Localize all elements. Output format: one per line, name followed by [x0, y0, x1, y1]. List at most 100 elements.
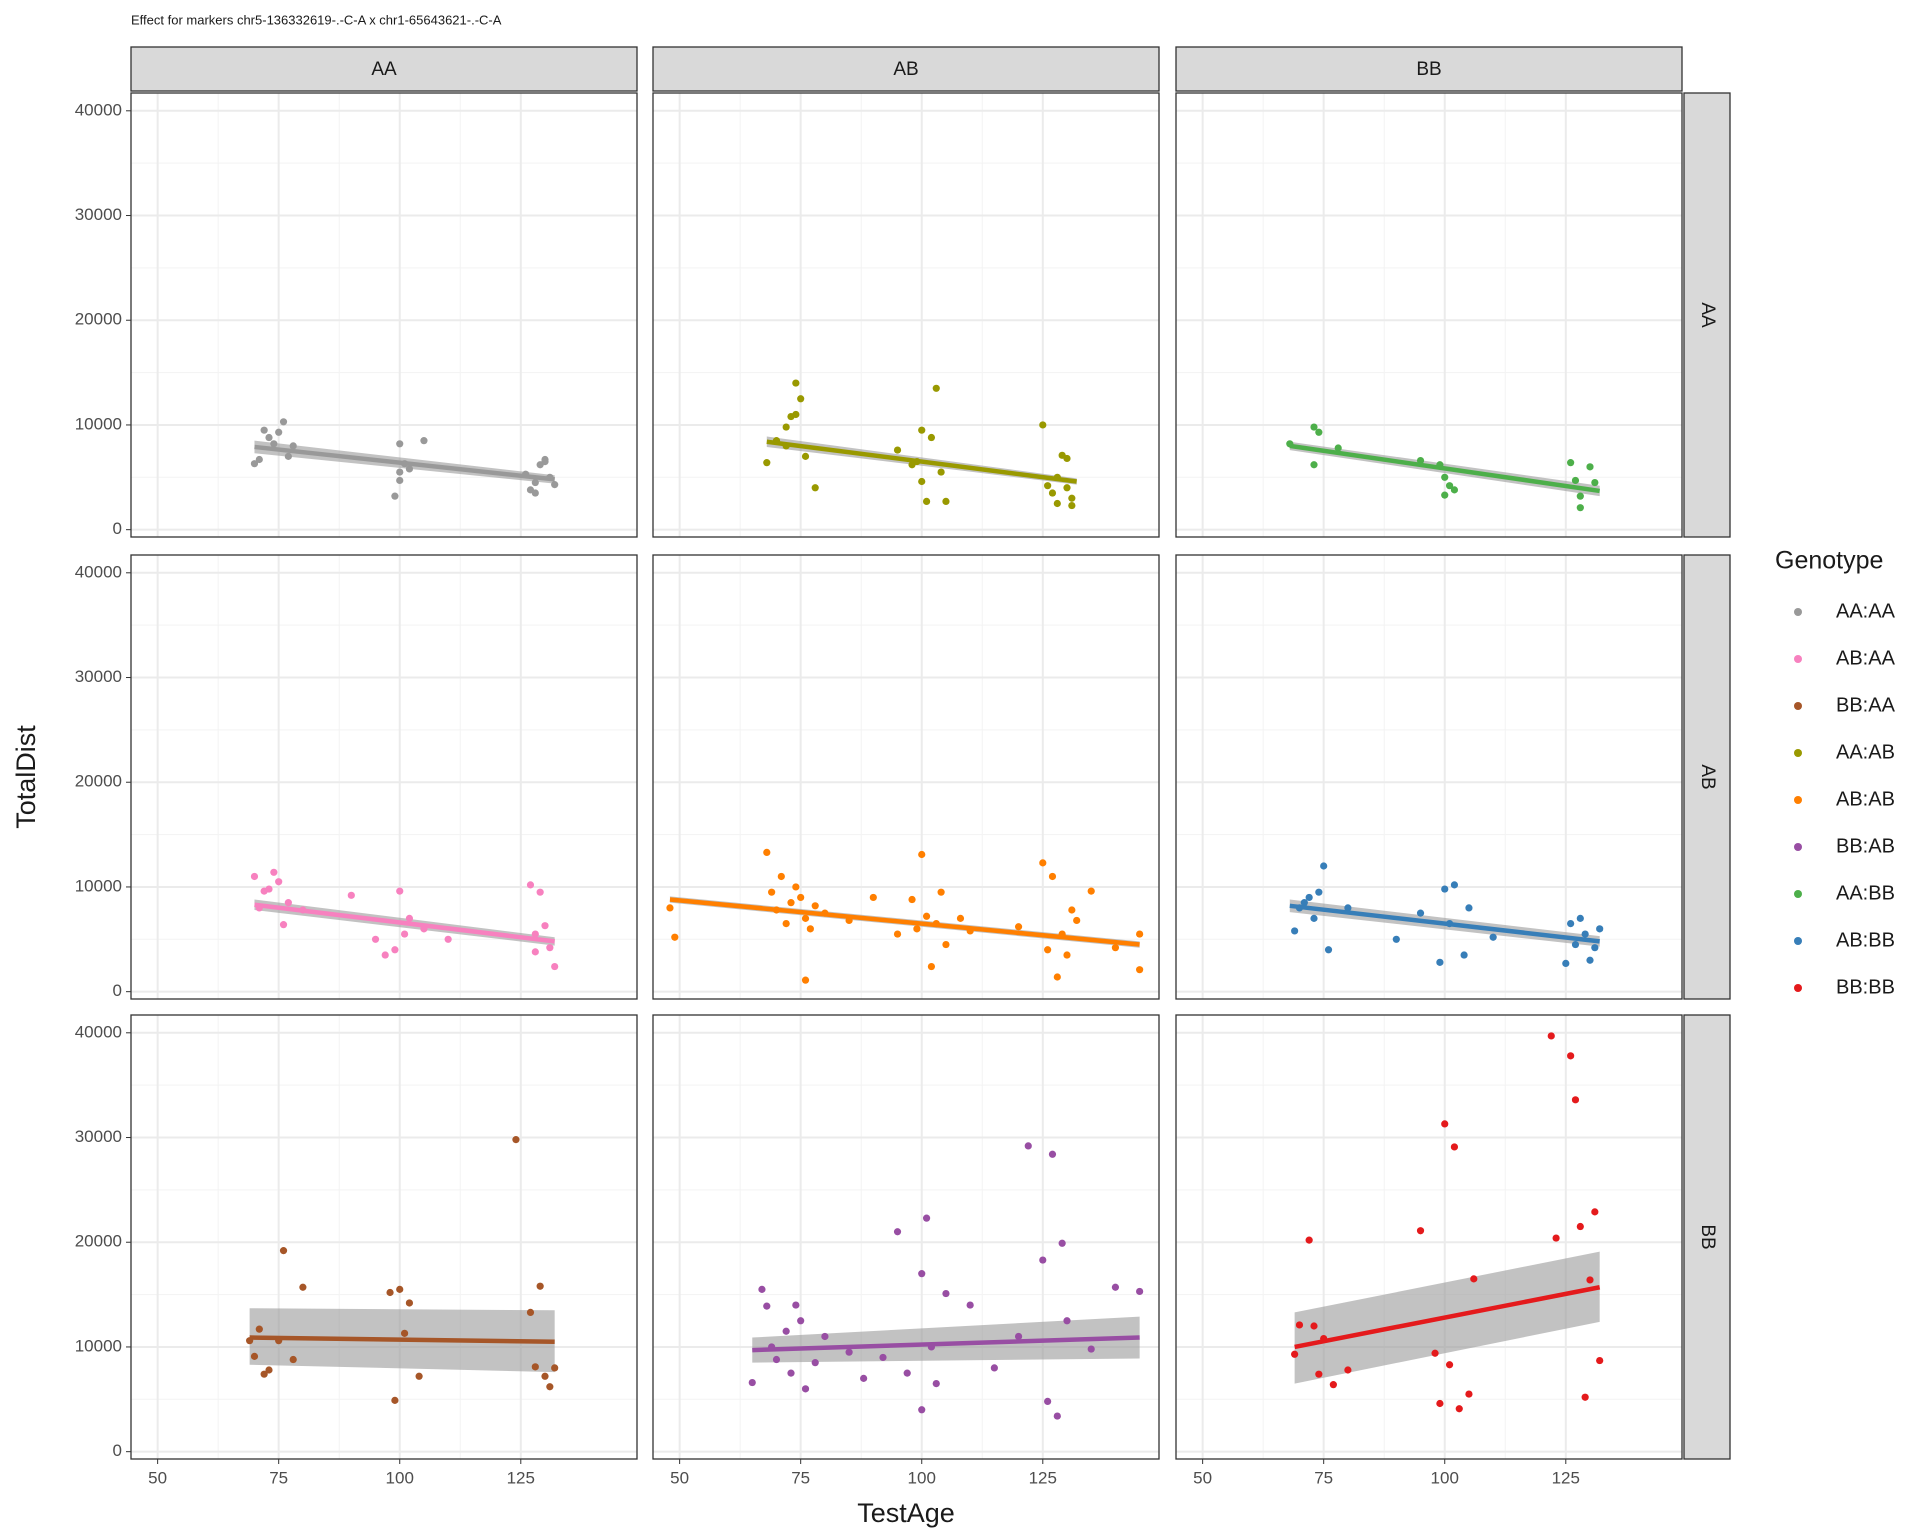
data-point — [966, 1301, 974, 1309]
data-point — [792, 1301, 800, 1309]
data-point — [1111, 1283, 1120, 1291]
data-point — [1441, 491, 1449, 499]
data-point — [265, 433, 273, 442]
data-point — [918, 1270, 926, 1278]
data-point — [541, 922, 549, 930]
data-point — [1068, 906, 1076, 914]
data-point — [908, 895, 916, 904]
data-point — [420, 437, 428, 445]
data-point — [1291, 927, 1299, 935]
data-point — [1450, 1143, 1459, 1151]
panel — [1176, 555, 1682, 999]
data-point — [942, 1289, 950, 1298]
data-point — [1044, 946, 1052, 954]
data-point — [777, 872, 785, 881]
data-point — [391, 492, 399, 500]
x-tick-label: 50 — [1193, 1468, 1212, 1487]
y-tick-label: 30000 — [75, 667, 122, 686]
data-point — [1416, 909, 1425, 917]
panel-background — [653, 93, 1159, 537]
trend-line — [669, 897, 1140, 947]
data-point — [1310, 423, 1318, 431]
data-point — [1571, 1096, 1580, 1104]
data-point — [772, 1355, 781, 1364]
data-point — [801, 914, 810, 922]
data-point — [903, 1369, 911, 1377]
panel-background — [1176, 1015, 1682, 1459]
panel-background — [653, 555, 1159, 999]
trend-line — [1294, 1285, 1601, 1350]
legend-marker — [1794, 937, 1802, 945]
data-point — [1470, 1275, 1478, 1283]
data-point — [1053, 499, 1061, 508]
data-point — [1295, 1321, 1304, 1329]
legend-label: BB:AB — [1836, 835, 1895, 857]
data-point — [1416, 456, 1425, 465]
data-point — [1441, 473, 1449, 481]
data-point — [1053, 1412, 1061, 1420]
data-point — [763, 1302, 771, 1310]
panel-border — [1175, 554, 1683, 1000]
data-point — [1048, 872, 1057, 881]
panel — [653, 93, 1159, 537]
panel-background — [1176, 555, 1682, 999]
legend-title: Genotype — [1775, 547, 1883, 575]
data-point — [893, 446, 902, 454]
data-point — [1048, 1150, 1057, 1158]
data-point — [787, 1369, 795, 1377]
data-point — [405, 465, 414, 473]
data-point — [396, 476, 404, 485]
trend-line — [752, 1335, 1140, 1353]
y-tick-label: 10000 — [75, 1336, 122, 1355]
data-point — [1344, 904, 1352, 912]
panel-border — [130, 92, 638, 538]
legend-label: AA:AB — [1836, 741, 1895, 763]
data-point — [1058, 1239, 1066, 1247]
data-point — [1310, 1322, 1318, 1330]
panel-border — [1175, 1014, 1683, 1460]
data-point — [396, 1285, 404, 1293]
data-point — [1436, 1399, 1444, 1408]
data-point — [990, 1364, 998, 1372]
x-tick-label: 75 — [1314, 1468, 1333, 1487]
data-point — [1571, 476, 1580, 485]
data-point — [1596, 1356, 1604, 1365]
data-point — [932, 384, 940, 392]
data-point — [400, 930, 409, 938]
y-tick-label: 20000 — [75, 1232, 122, 1251]
data-point — [811, 484, 819, 492]
data-point — [811, 902, 819, 910]
data-point — [821, 1332, 829, 1341]
data-point — [671, 933, 679, 941]
data-point — [927, 433, 936, 442]
data-point — [1315, 888, 1323, 896]
x-tick-label: 125 — [507, 1468, 535, 1487]
row-strip-label: AB — [1697, 764, 1718, 789]
data-point — [1416, 1227, 1425, 1235]
data-point — [1136, 1287, 1144, 1296]
data-point — [918, 426, 926, 434]
data-point — [1460, 951, 1468, 959]
row-strip-label: AA — [1697, 302, 1718, 328]
panel-background — [131, 555, 637, 999]
panel — [653, 555, 1159, 999]
panel-border — [1175, 92, 1683, 538]
data-point — [1445, 482, 1454, 490]
data-point — [551, 1364, 559, 1372]
data-point — [400, 1329, 409, 1337]
legend-marker — [1794, 655, 1802, 663]
data-point — [1591, 944, 1599, 952]
data-point — [1136, 930, 1144, 938]
data-point — [763, 848, 771, 856]
legend-label: AB:AA — [1836, 647, 1896, 669]
data-point — [1044, 1397, 1052, 1406]
data-point — [1441, 1120, 1449, 1128]
data-point — [787, 899, 795, 907]
x-tick-label: 100 — [386, 1468, 414, 1487]
panel — [1176, 1015, 1682, 1459]
data-point — [1576, 504, 1584, 512]
data-point — [1552, 1234, 1560, 1242]
data-point — [1596, 925, 1604, 933]
data-point — [260, 426, 268, 434]
data-point — [265, 885, 273, 893]
